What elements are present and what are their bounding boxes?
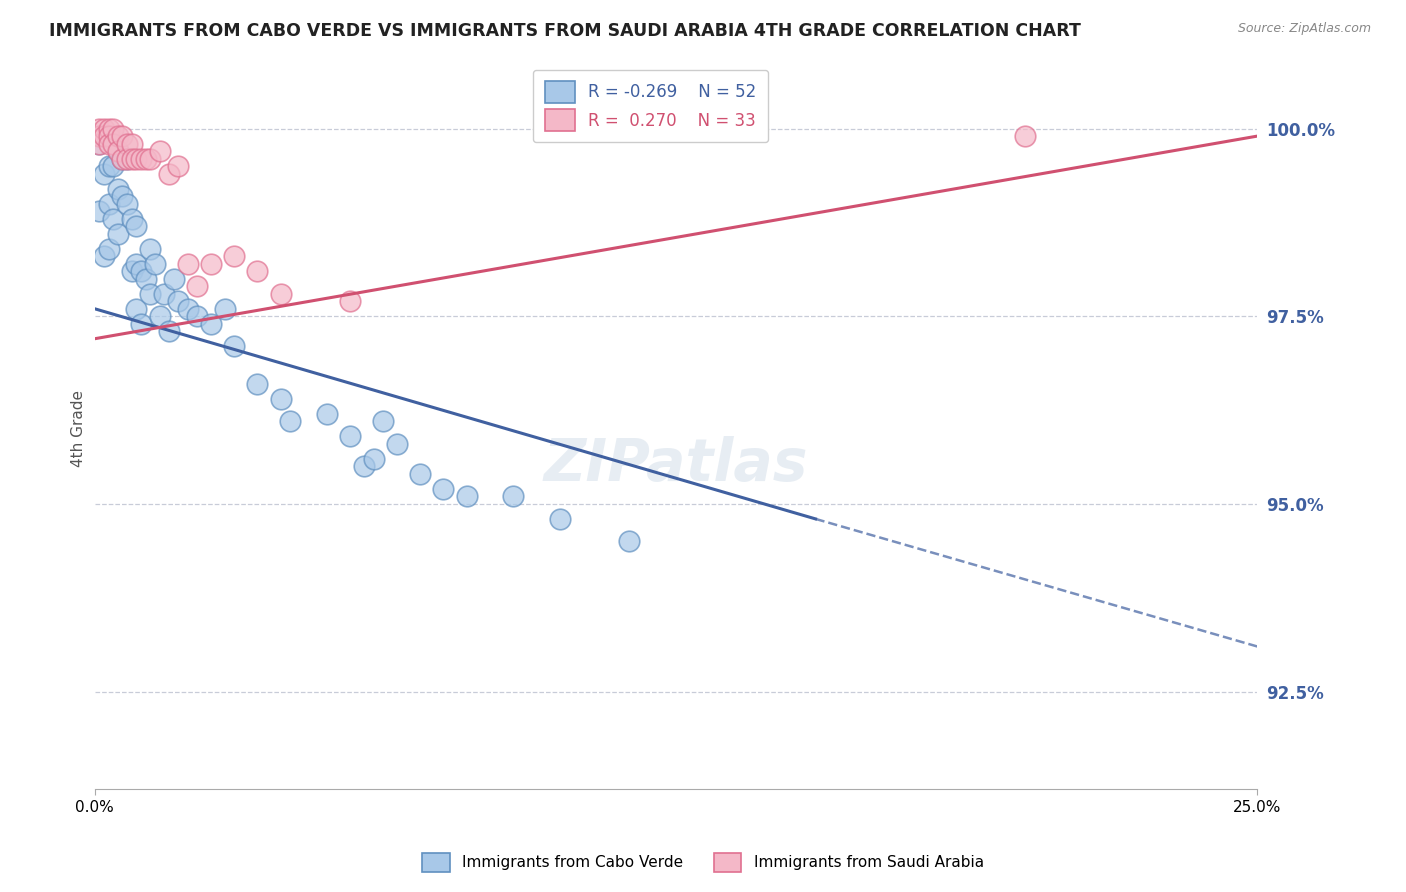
Point bbox=[246, 376, 269, 391]
Legend: R = -0.269    N = 52, R =  0.270    N = 33: R = -0.269 N = 52, R = 0.270 N = 33 bbox=[533, 70, 768, 143]
Point bbox=[97, 159, 120, 173]
Text: IMMIGRANTS FROM CABO VERDE VS IMMIGRANTS FROM SAUDI ARABIA 4TH GRADE CORRELATION: IMMIGRANTS FROM CABO VERDE VS IMMIGRANTS… bbox=[49, 22, 1081, 40]
Point bbox=[101, 211, 124, 226]
Point bbox=[135, 271, 157, 285]
Point bbox=[97, 136, 120, 151]
Point bbox=[1014, 129, 1036, 144]
Point bbox=[97, 196, 120, 211]
Point bbox=[353, 459, 375, 474]
Y-axis label: 4th Grade: 4th Grade bbox=[72, 391, 86, 467]
Point bbox=[121, 264, 143, 278]
Point bbox=[129, 264, 152, 278]
Point bbox=[224, 339, 246, 353]
Point bbox=[619, 534, 641, 549]
Point bbox=[167, 159, 190, 173]
Point bbox=[93, 167, 115, 181]
Point bbox=[125, 301, 148, 316]
Point bbox=[93, 121, 115, 136]
Point bbox=[115, 152, 138, 166]
Point bbox=[385, 437, 408, 451]
Text: Source: ZipAtlas.com: Source: ZipAtlas.com bbox=[1237, 22, 1371, 36]
Point bbox=[89, 136, 111, 151]
Point bbox=[200, 257, 222, 271]
Point bbox=[149, 310, 172, 324]
Point bbox=[139, 152, 162, 166]
Point bbox=[89, 136, 111, 151]
Point bbox=[167, 294, 190, 309]
Point bbox=[125, 257, 148, 271]
Point bbox=[502, 489, 524, 503]
Point bbox=[125, 152, 148, 166]
Point bbox=[121, 211, 143, 226]
Text: ZIPatlas: ZIPatlas bbox=[544, 436, 808, 493]
Point bbox=[143, 257, 166, 271]
Point bbox=[270, 286, 292, 301]
Point bbox=[107, 129, 129, 144]
Point bbox=[371, 414, 394, 428]
Point bbox=[115, 136, 138, 151]
Point bbox=[89, 121, 111, 136]
Point bbox=[163, 271, 186, 285]
Point bbox=[97, 242, 120, 256]
Point bbox=[97, 129, 120, 144]
Point bbox=[129, 317, 152, 331]
Point bbox=[246, 264, 269, 278]
Point bbox=[316, 407, 339, 421]
Point bbox=[89, 129, 111, 144]
Point bbox=[176, 257, 198, 271]
Point bbox=[456, 489, 478, 503]
Point bbox=[111, 152, 134, 166]
Point bbox=[278, 414, 301, 428]
Point bbox=[200, 317, 222, 331]
Point bbox=[139, 242, 162, 256]
Point bbox=[224, 249, 246, 263]
Point bbox=[409, 467, 432, 481]
Point bbox=[101, 121, 124, 136]
Point bbox=[101, 159, 124, 173]
Point bbox=[125, 219, 148, 234]
Point bbox=[111, 152, 134, 166]
Point bbox=[107, 181, 129, 195]
Point bbox=[186, 310, 208, 324]
Point bbox=[107, 144, 129, 158]
Point bbox=[115, 152, 138, 166]
Point bbox=[139, 286, 162, 301]
Point bbox=[186, 279, 208, 293]
Point bbox=[135, 152, 157, 166]
Point bbox=[157, 324, 180, 338]
Point bbox=[97, 121, 120, 136]
Point bbox=[111, 189, 134, 203]
Point bbox=[214, 301, 236, 316]
Point bbox=[89, 204, 111, 219]
Point bbox=[107, 144, 129, 158]
Point bbox=[129, 152, 152, 166]
Point bbox=[149, 144, 172, 158]
Point bbox=[101, 136, 124, 151]
Point bbox=[107, 227, 129, 241]
Point bbox=[339, 429, 361, 443]
Point bbox=[121, 136, 143, 151]
Point bbox=[93, 129, 115, 144]
Point bbox=[270, 392, 292, 406]
Point bbox=[111, 129, 134, 144]
Point bbox=[548, 512, 571, 526]
Point bbox=[153, 286, 176, 301]
Point bbox=[339, 294, 361, 309]
Point bbox=[176, 301, 198, 316]
Point bbox=[93, 249, 115, 263]
Legend: Immigrants from Cabo Verde, Immigrants from Saudi Arabia: Immigrants from Cabo Verde, Immigrants f… bbox=[415, 845, 991, 880]
Point bbox=[121, 152, 143, 166]
Point bbox=[115, 196, 138, 211]
Point bbox=[432, 482, 454, 496]
Point bbox=[157, 167, 180, 181]
Point bbox=[363, 451, 385, 466]
